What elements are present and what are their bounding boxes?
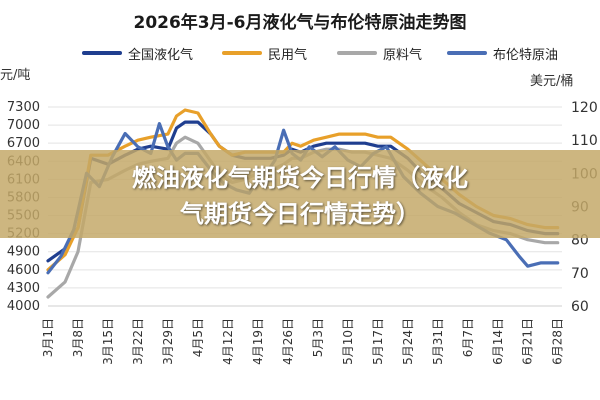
y-left-tick-label: 7300	[7, 100, 40, 115]
legend-swatch-national-lpg	[82, 51, 122, 55]
y-left-tick-label: 4900	[7, 245, 40, 260]
x-tick-label: 3月8日	[71, 318, 85, 357]
y-right-tick-label: 60	[571, 299, 589, 315]
headline-line-2: 气期货今日行情走势）	[180, 200, 420, 228]
x-tick-label: 3月1日	[41, 318, 55, 357]
y-right-tick-label: 110	[571, 133, 598, 149]
headline-banner	[0, 150, 600, 238]
chart-legend: 全国液化气 民用气 原料气 布伦特原油	[82, 42, 582, 64]
y-left-tick-label: 7000	[7, 118, 40, 133]
x-tick-label: 3月29日	[161, 318, 175, 365]
left-axis-unit: 元/吨	[0, 68, 31, 83]
x-tick-label: 5月31日	[431, 318, 445, 365]
x-tick-label: 4月12日	[221, 318, 235, 365]
x-tick-label: 6月21日	[521, 318, 535, 365]
legend-label-feed-gas: 原料气	[383, 47, 423, 63]
x-tick-label: 6月14日	[491, 318, 505, 365]
x-tick-label: 4月19日	[251, 318, 265, 365]
x-tick-label: 4月26日	[281, 318, 295, 365]
legend-item-feed-gas: 原料气	[337, 42, 422, 64]
x-tick-label: 6月28日	[551, 318, 565, 365]
legend-item-national-lpg: 全国液化气	[82, 42, 193, 64]
x-tick-label: 5月3日	[311, 318, 325, 357]
y-left-tick-label: 4600	[7, 263, 40, 278]
x-tick-label: 6月7日	[461, 318, 475, 357]
chart-title: 2026年3月-6月液化气与布伦特原油走势图	[133, 13, 467, 33]
legend-swatch-feed-gas	[337, 51, 377, 55]
right-axis-unit: 美元/桶	[530, 74, 574, 89]
x-tick-label: 4月5日	[191, 318, 205, 357]
legend-label-brent-crude: 布伦特原油	[493, 47, 559, 63]
x-tick-label: 5月24日	[401, 318, 415, 365]
headline-text: 燃油液化气期货今日行情（液化 气期货今日行情走势）	[40, 160, 560, 232]
legend-item-brent-crude: 布伦特原油	[447, 42, 558, 64]
x-tick-label: 5月17日	[371, 318, 385, 365]
x-tick-label: 3月22日	[131, 318, 145, 365]
headline-line-1: 燃油液化气期货今日行情（液化	[132, 164, 468, 192]
legend-label-national-lpg: 全国液化气	[128, 47, 194, 63]
y-right-tick-label: 120	[571, 100, 598, 116]
legend-swatch-brent-crude	[447, 51, 487, 55]
y-right-tick-label: 70	[571, 266, 589, 282]
legend-label-civil-gas: 民用气	[268, 47, 308, 63]
y-left-tick-label: 4000	[7, 299, 40, 314]
x-tick-label: 5月10日	[341, 318, 355, 365]
y-left-tick-label: 6700	[7, 136, 40, 151]
legend-swatch-civil-gas	[222, 51, 262, 55]
x-tick-label: 3月15日	[101, 318, 115, 365]
legend-item-civil-gas: 民用气	[222, 42, 307, 64]
y-left-tick-label: 4300	[7, 281, 40, 296]
